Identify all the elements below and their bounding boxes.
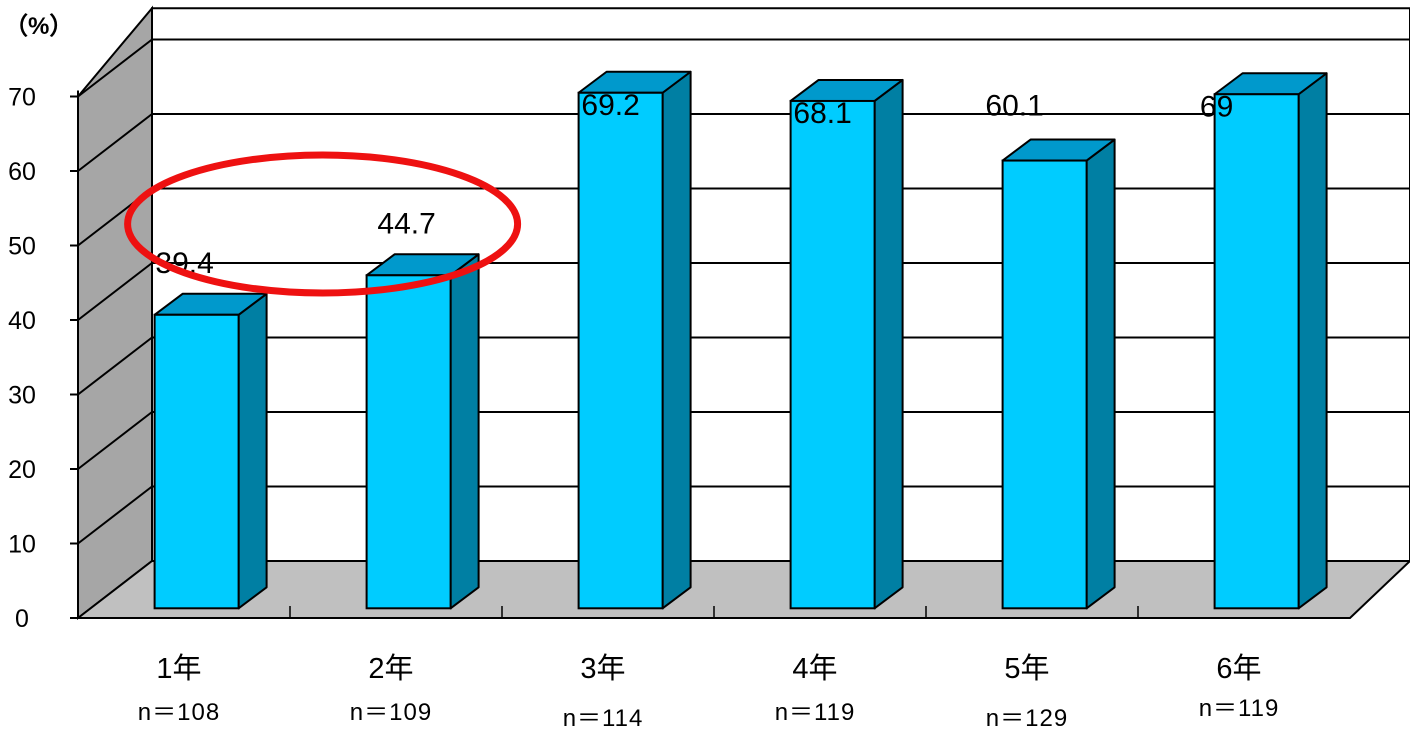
sample-size-label: n＝119 xyxy=(775,699,856,726)
bar xyxy=(153,292,268,610)
y-unit-label: （%） xyxy=(4,13,73,40)
y-tick-label: 10 xyxy=(8,531,36,559)
x-tick-label: 5年 xyxy=(1004,652,1049,685)
bar-side xyxy=(237,292,268,610)
y-tick-label: 20 xyxy=(8,456,36,484)
bar xyxy=(1001,138,1116,610)
sample-size-label: n＝109 xyxy=(350,699,432,726)
category-labels: 1年 n＝108 2年 n＝109 3年 n＝114 4年 n＝119 5年 n＝129 6年 n＝1… xyxy=(138,652,1280,730)
x-tick-label: 4年 xyxy=(792,652,837,685)
gridline-diagonal xyxy=(77,336,153,396)
gridline-diagonal xyxy=(77,113,153,172)
data-label: 60.1 xyxy=(985,90,1043,123)
bar-front xyxy=(577,91,664,610)
bar-side xyxy=(661,70,692,610)
sample-size-label: n＝114 xyxy=(563,705,644,730)
sample-size-label: n＝119 xyxy=(1199,695,1280,722)
x-axis xyxy=(78,606,1350,619)
bar xyxy=(1213,72,1328,610)
bar xyxy=(789,78,904,610)
bar xyxy=(577,70,692,610)
side-wall xyxy=(77,5,153,621)
gridline-diagonal xyxy=(77,262,153,321)
bar-side xyxy=(873,78,904,610)
sample-size-label: n＝108 xyxy=(138,699,220,726)
gridline-diagonal xyxy=(77,38,153,98)
highlight-ellipse xyxy=(124,151,522,297)
bar-front xyxy=(1001,159,1088,610)
y-tick-label: 40 xyxy=(8,307,36,335)
y-tick-label: 60 xyxy=(8,158,36,186)
data-label: 68.1 xyxy=(793,97,851,130)
x-tick-label: 3年 xyxy=(580,652,625,685)
y-tick-label: 50 xyxy=(8,233,36,261)
bar-front xyxy=(365,274,452,610)
y-tick-label: 70 xyxy=(8,84,36,112)
bar-side xyxy=(1297,72,1328,610)
y-axis: 0 10 20 30 40 50 60 70 xyxy=(8,84,79,633)
x-tick-label: 1年 xyxy=(156,652,201,685)
floor xyxy=(75,560,1410,619)
y-tick-label: 30 xyxy=(8,382,36,410)
data-label: 44.7 xyxy=(377,207,435,240)
gridlines xyxy=(77,38,1410,545)
gridline-diagonal xyxy=(77,411,153,470)
x-tick-label: 2年 xyxy=(368,652,413,685)
bar-side xyxy=(1085,138,1116,610)
bars xyxy=(153,70,1328,610)
data-label: 69 xyxy=(1200,90,1233,123)
bar-front xyxy=(789,99,876,610)
bar-front xyxy=(153,313,240,610)
bar-front xyxy=(1213,93,1300,610)
x-tick-label: 6年 xyxy=(1216,652,1261,685)
data-label: 69.2 xyxy=(581,89,639,122)
bar xyxy=(365,253,480,610)
bar-side xyxy=(449,253,480,610)
sample-size-label: n＝129 xyxy=(986,705,1068,730)
y-tick-label: 0 xyxy=(15,605,29,633)
annotations xyxy=(124,151,522,297)
gridline-diagonal xyxy=(77,485,153,545)
